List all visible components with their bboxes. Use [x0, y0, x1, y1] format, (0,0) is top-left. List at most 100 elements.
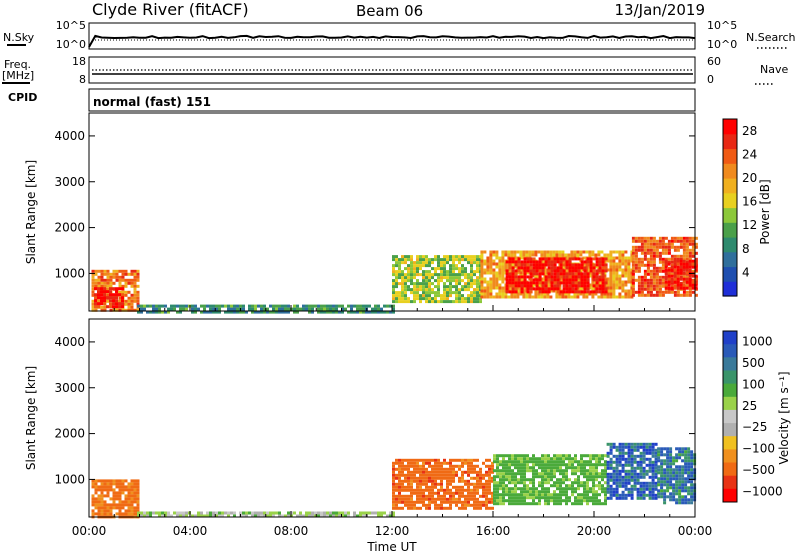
- power-cell: [667, 283, 671, 287]
- power-cell: [517, 260, 521, 264]
- power-cell: [670, 284, 674, 288]
- power-cell: [691, 259, 695, 263]
- velocity-cell: [419, 485, 422, 489]
- power-cell: [395, 276, 398, 280]
- velocity-cell: [526, 487, 529, 491]
- power-cell: [606, 289, 610, 293]
- velocity-cell: [461, 500, 464, 504]
- velocity-cell: [115, 491, 119, 495]
- velocity-cell: [502, 496, 505, 500]
- velocity-cell: [669, 471, 673, 475]
- velocity-cell: [595, 460, 598, 464]
- power-cell: [664, 257, 668, 261]
- velocity-cell: [164, 511, 167, 515]
- power-cell: [392, 310, 395, 314]
- velocity-cell: [395, 503, 398, 507]
- power-cell: [501, 277, 505, 281]
- velocity-cell: [675, 486, 679, 490]
- velocity-cell: [332, 511, 335, 515]
- power-cell: [505, 281, 509, 285]
- velocity-cell: [630, 478, 634, 482]
- power-cell: [631, 281, 635, 285]
- power-cell: [568, 272, 572, 276]
- power-cell: [106, 281, 110, 285]
- power-cell: [679, 271, 683, 275]
- power-cell: [489, 259, 493, 263]
- power-cell: [615, 265, 619, 269]
- power-cell: [121, 305, 124, 309]
- velocity-cell: [508, 481, 511, 485]
- power-cell: [618, 283, 622, 287]
- power-cell: [449, 264, 452, 268]
- velocity-cell: [630, 472, 634, 476]
- velocity-cell: [121, 500, 125, 504]
- power-cell: [206, 310, 209, 314]
- power-cell: [492, 253, 496, 257]
- velocity-cell: [311, 514, 314, 518]
- power-cell: [338, 304, 341, 308]
- power-cell: [170, 307, 173, 311]
- power-cell: [118, 305, 121, 309]
- velocity-cell: [568, 463, 571, 467]
- velocity-cell: [496, 481, 499, 485]
- velocity-cell: [642, 451, 646, 455]
- velocity-cell: [452, 467, 455, 471]
- velocity-cell: [413, 470, 416, 474]
- velocity-cell: [499, 493, 502, 497]
- power-cell: [514, 272, 518, 276]
- power-cell: [520, 281, 524, 285]
- power-cell: [588, 292, 592, 296]
- velocity-cell: [681, 501, 685, 505]
- power-cell: [287, 307, 290, 311]
- power-cell: [179, 307, 182, 311]
- power-cell: [595, 269, 599, 273]
- velocity-cell: [556, 496, 559, 500]
- velocity-cell: [541, 496, 544, 500]
- velocity-cell: [392, 497, 395, 501]
- power-cell: [109, 281, 113, 285]
- velocity-cell: [473, 491, 476, 495]
- power-cell: [124, 299, 128, 303]
- velocity-cell: [407, 473, 410, 477]
- power-cell: [176, 304, 179, 308]
- power-cell: [637, 281, 641, 285]
- power-cell: [591, 286, 595, 290]
- velocity-cell: [467, 500, 470, 504]
- velocity-cell: [461, 503, 464, 507]
- velocity-cell: [532, 460, 535, 464]
- power-cell: [577, 284, 581, 288]
- velocity-cell: [437, 470, 440, 474]
- power-cell: [582, 250, 586, 254]
- velocity-cell: [532, 499, 535, 503]
- power-cell: [498, 289, 502, 293]
- velocity-cell: [660, 483, 664, 487]
- velocity-cell: [559, 499, 562, 503]
- velocity-cell: [523, 463, 526, 467]
- velocity-cell: [624, 472, 628, 476]
- velocity-cell: [491, 464, 494, 468]
- velocity-cell: [508, 487, 511, 491]
- power-cell: [164, 304, 167, 308]
- power-cell: [130, 281, 134, 285]
- velocity-cell: [645, 481, 649, 485]
- power-cell: [431, 258, 434, 262]
- velocity-cell: [660, 477, 664, 481]
- power-cell: [615, 274, 619, 278]
- power-cell: [688, 251, 692, 255]
- velocity-cell: [580, 466, 583, 470]
- velocity-cell: [407, 470, 410, 474]
- power-cell: [275, 310, 278, 314]
- velocity-cell: [565, 499, 568, 503]
- power-cell: [532, 287, 536, 291]
- power-cell: [413, 282, 416, 286]
- power-cell: [422, 258, 425, 262]
- velocity-cell: [684, 471, 688, 475]
- power-cell: [679, 286, 683, 290]
- velocity-cell: [127, 503, 131, 507]
- velocity-cell: [544, 493, 547, 497]
- velocity-cell: [467, 485, 470, 489]
- power-cell: [640, 284, 644, 288]
- power-cell: [652, 287, 656, 291]
- power-cell: [480, 250, 484, 254]
- power-cell: [476, 294, 479, 298]
